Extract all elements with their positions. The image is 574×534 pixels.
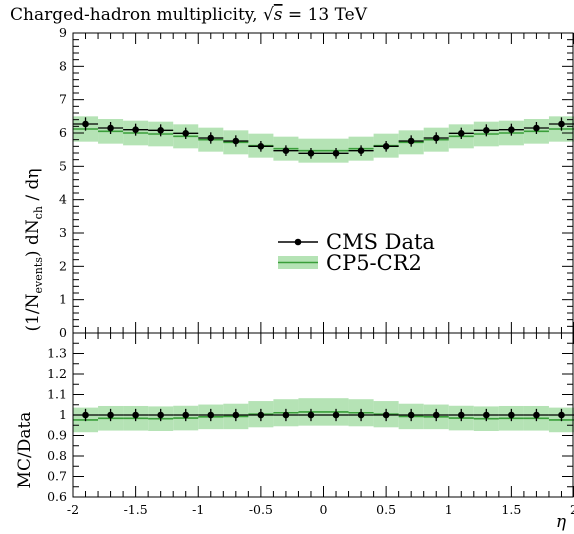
- ratio-data-point: [357, 411, 365, 419]
- ratio-y-tick-label: 1: [59, 407, 67, 422]
- data-point: [157, 127, 164, 134]
- axes: [72, 32, 574, 498]
- cp5-cr2-band: [73, 116, 574, 163]
- ratio-y-tick-label: 0.9: [47, 428, 67, 443]
- main-frame: [72, 32, 574, 334]
- data-point: [132, 126, 139, 133]
- legend-cms-data-marker: [294, 238, 302, 246]
- cms-data-points: [73, 117, 574, 159]
- data-point: [533, 124, 540, 132]
- data-point: [508, 126, 515, 133]
- x-tick-label: 0: [320, 502, 328, 517]
- x-tick-label: 2: [570, 502, 574, 517]
- y-tick-label: 9: [59, 25, 67, 40]
- main-y-axis-label: (1/Nevents) dNch / dη: [23, 168, 45, 331]
- x-tick-label: -1: [192, 502, 204, 517]
- ratio-data-point: [232, 411, 240, 419]
- x-tick-label: -2: [67, 502, 79, 517]
- y-tick-label: 7: [59, 92, 67, 107]
- ratio-data-point: [382, 411, 390, 419]
- data-point: [232, 137, 240, 145]
- ratio-data-point: [332, 411, 340, 419]
- data-point: [182, 130, 190, 137]
- ratio-data-point: [107, 411, 114, 419]
- ratio-data-point: [508, 411, 515, 419]
- y-tick-label: 2: [59, 258, 67, 273]
- x-tick-label: 1: [445, 502, 453, 517]
- data-point: [483, 127, 490, 134]
- ratio-data-point: [407, 411, 415, 419]
- legend-cp5-cr2-label: CP5-CR2: [326, 251, 422, 275]
- data-point: [257, 143, 265, 150]
- ratio-data-point: [483, 411, 490, 419]
- ratio-y-tick-label: 1.1: [47, 387, 67, 402]
- ratio-data-point: [132, 411, 139, 419]
- data-point: [357, 147, 365, 154]
- x-tick-label: -0.5: [249, 502, 273, 517]
- ratio-data-point: [282, 411, 290, 419]
- ratio-data-point: [82, 411, 89, 419]
- legend: CMS Data CP5-CR2: [278, 230, 435, 275]
- data-point: [282, 147, 290, 154]
- tick-labels: 0 1 2 3 4 5 6 7 8 9 0.6 0.7 0.8 0.9 1 1.1 1.2 1.3 -2 -1.5 -1…: [47, 25, 574, 517]
- data-point: [107, 124, 114, 132]
- data-point: [457, 130, 465, 137]
- y-tick-label: 5: [59, 158, 67, 173]
- data-point: [382, 143, 390, 150]
- data-point: [432, 134, 440, 142]
- ratio-y-tick-label: 0.8: [47, 448, 67, 463]
- ratio-data-point: [457, 411, 465, 419]
- data-point: [307, 150, 315, 157]
- ratio-data-point: [157, 411, 164, 419]
- data-point: [558, 120, 565, 128]
- y-tick-label: 8: [59, 58, 67, 73]
- ratio-data-point: [257, 411, 265, 419]
- y-tick-label: 1: [59, 292, 67, 307]
- ratio-data-points: [73, 408, 574, 422]
- x-tick-label: 1.5: [501, 502, 521, 517]
- data-point: [207, 134, 215, 142]
- ratio-data-point: [182, 411, 190, 419]
- ratio-y-tick-label: 0.7: [47, 469, 67, 484]
- data-point: [407, 137, 415, 145]
- ratio-data-point: [558, 411, 565, 419]
- ratio-data-point: [207, 411, 215, 419]
- ratio-y-tick-label: 0.6: [47, 489, 67, 504]
- x-tick-label: 0.5: [376, 502, 396, 517]
- data-point: [332, 150, 340, 157]
- ratio-data-point: [307, 411, 315, 419]
- y-tick-label: 6: [59, 125, 67, 140]
- ratio-y-tick-label: 1.2: [47, 366, 67, 381]
- x-tick-label: -1.5: [124, 502, 148, 517]
- ratio-y-tick-label: 1.3: [47, 346, 67, 361]
- y-tick-label: 4: [59, 192, 67, 207]
- x-axis-label: η: [556, 512, 567, 532]
- y-tick-label: 3: [59, 225, 67, 240]
- ratio-data-point: [432, 411, 440, 419]
- y-tick-label: 0: [59, 325, 67, 340]
- ratio-y-axis-label: MC/Data: [15, 412, 35, 489]
- chart-title: Charged-hadron multiplicity, √s = 13 TeV: [10, 5, 368, 25]
- data-point: [82, 120, 89, 128]
- ratio-data-point: [533, 411, 540, 419]
- legend-cms-data-label: CMS Data: [326, 230, 435, 254]
